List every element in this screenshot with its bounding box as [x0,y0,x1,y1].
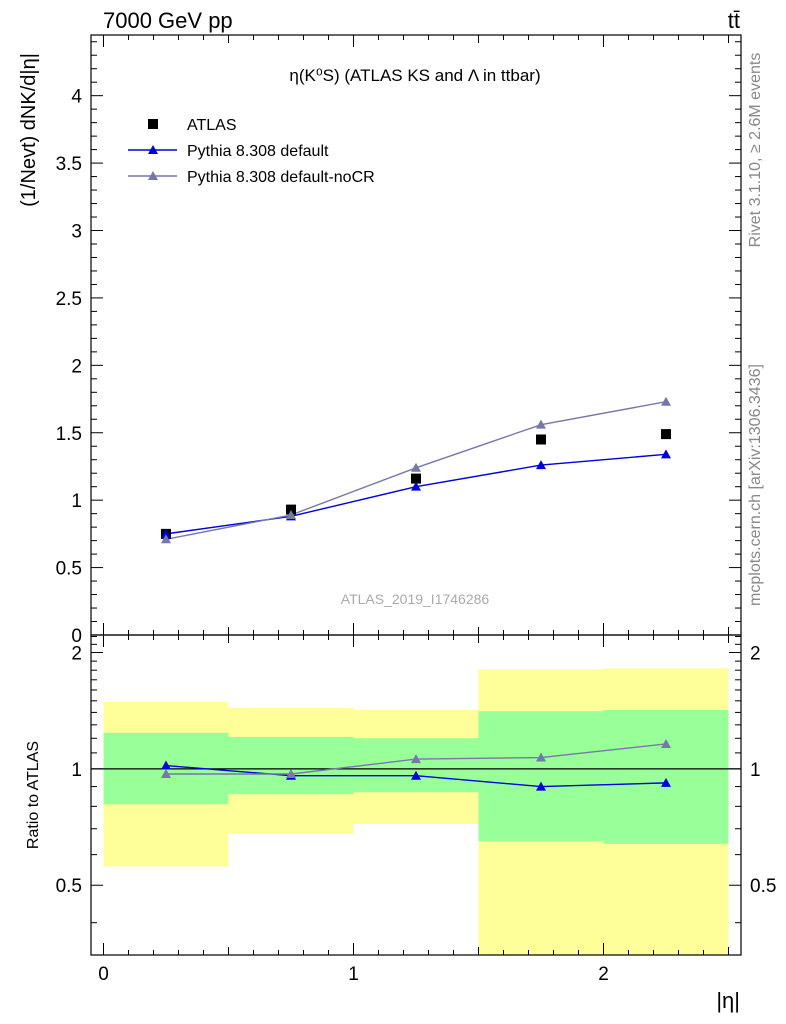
y-tick-label: 0.5 [56,559,82,580]
legend-marker-mc [148,171,158,180]
atlas-data-point [411,473,421,484]
analysis-watermark: ATLAS_2019_I1746286 [341,591,490,607]
ratio-y-tick-label-right: 2 [750,644,761,665]
mc-data-point [536,419,546,429]
x-tick-label: 2 [598,964,609,985]
ratio-y-tick-label-left: 0.5 [56,876,82,897]
y-axis-label: (1/Nevt) dNK/d|η| [18,53,40,207]
ratio-data-point [411,754,421,764]
ratio-data-point [161,768,171,778]
mc-data-point [161,534,171,544]
ratio-data-point [161,760,171,770]
ratio-data-point [536,752,546,762]
ratio-y-tick-label-right: 0.5 [750,876,776,897]
legend-label: Pythia 8.308 default-noCR [187,169,375,186]
ratio-y-tick-label-left: 2 [71,644,82,665]
ratio-data-point [411,770,421,780]
ratio-data-point [286,768,296,778]
main-panel: 0 0.5 1 1.5 2 2.5 3 3.5 4 η(K⁰S) (ATLAS KS and Λ… [18,34,742,647]
y-tick-label: 3 [71,222,82,243]
y-tick-label: 0 [71,626,82,647]
y-tick-label: 3.5 [56,154,82,175]
ratio-data-point [536,781,546,791]
ratio-panel: 0.5 0.5 1 1 2 2 0 1 2 Ratio to ATLAS |η| [25,634,776,1013]
ratio-data-point [661,738,671,748]
y-tick-label: 1 [71,491,82,512]
mcplots-label: mcplots.cern.ch [arXiv:1306.3436] [747,364,764,606]
mc-data-point [536,460,546,470]
rivet-label: Rivet 3.1.10, ≥ 2.6M events [747,53,764,248]
x-tick-label: 1 [348,964,359,985]
x-axis-label: |η| [716,988,740,1013]
y-tick-label: 2 [71,356,82,377]
legend-label: ATLAS [187,117,237,134]
legend-marker-mc [148,145,158,154]
header-right: tt̄ [728,8,740,33]
legend: ATLAS Pythia 8.308 default Pythia 8.308 de… [128,117,375,186]
mc-data-point [286,510,296,519]
ratio-y-tick-label-left: 1 [71,760,82,781]
mc-data-point [661,449,671,459]
ratio-y-tick-label-right: 1 [750,760,761,781]
ratio-panel-frame [90,634,742,956]
y-tick-label: 2.5 [56,289,82,310]
atlas-data-point [536,434,546,445]
stat-uncertainty-band [478,711,604,842]
header-left: 7000 GeV pp [103,8,233,33]
ratio-data-point [661,777,671,787]
legend-marker-atlas [148,119,158,129]
x-tick-label: 0 [98,964,109,985]
atlas-data-point [661,429,671,440]
mc-data-point [411,462,421,472]
y-tick-label: 4 [71,87,82,108]
stat-uncertainty-band [353,738,479,793]
mc-data-point [161,528,171,538]
y-tick-label: 1.5 [56,424,82,445]
stat-uncertainty-band [603,710,729,844]
stat-uncertainty-band [228,736,354,795]
atlas-data-point [286,504,296,515]
legend-label: Pythia 8.308 default [187,143,329,160]
mc-data-point [411,481,421,491]
chart-title: η(K⁰S) (ATLAS KS and Λ in ttbar) [289,66,540,85]
ratio-y-axis-label: Ratio to ATLAS [25,741,42,849]
mc-data-point [661,396,671,406]
